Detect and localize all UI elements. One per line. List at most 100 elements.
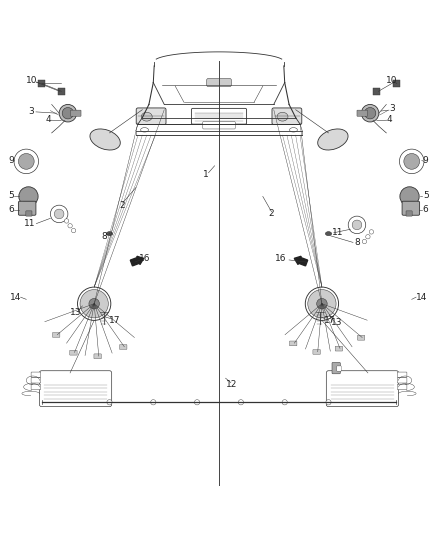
Ellipse shape — [325, 232, 332, 236]
Text: 3: 3 — [389, 104, 395, 114]
Text: 11: 11 — [332, 228, 343, 237]
Circle shape — [348, 216, 366, 233]
Circle shape — [317, 298, 327, 309]
Ellipse shape — [318, 129, 348, 150]
FancyArrow shape — [294, 256, 307, 266]
Text: 16: 16 — [139, 254, 150, 263]
Ellipse shape — [400, 187, 419, 206]
FancyBboxPatch shape — [136, 108, 166, 125]
Text: 10: 10 — [26, 76, 37, 85]
Circle shape — [64, 219, 69, 223]
Text: 2: 2 — [269, 209, 274, 219]
FancyBboxPatch shape — [94, 354, 101, 359]
Circle shape — [71, 229, 76, 233]
Text: 10: 10 — [386, 76, 398, 85]
FancyBboxPatch shape — [397, 372, 407, 377]
FancyBboxPatch shape — [191, 108, 247, 124]
Circle shape — [362, 239, 367, 244]
Text: 6: 6 — [423, 205, 429, 214]
Text: 17: 17 — [109, 316, 120, 325]
Text: 13: 13 — [331, 318, 342, 327]
Text: 13: 13 — [70, 308, 81, 317]
Ellipse shape — [90, 129, 120, 150]
Ellipse shape — [361, 104, 379, 122]
FancyBboxPatch shape — [39, 371, 112, 407]
Text: 14: 14 — [416, 293, 427, 302]
Text: 5: 5 — [423, 191, 429, 200]
Text: 5: 5 — [8, 191, 14, 200]
FancyBboxPatch shape — [357, 335, 365, 340]
FancyBboxPatch shape — [397, 378, 407, 383]
FancyBboxPatch shape — [71, 110, 81, 116]
FancyBboxPatch shape — [120, 345, 127, 350]
Circle shape — [68, 223, 72, 228]
FancyBboxPatch shape — [31, 378, 41, 383]
FancyBboxPatch shape — [326, 371, 399, 407]
Text: 8: 8 — [354, 238, 360, 247]
FancyBboxPatch shape — [53, 333, 60, 337]
FancyArrow shape — [131, 256, 144, 266]
FancyBboxPatch shape — [18, 201, 36, 215]
Circle shape — [326, 400, 331, 405]
Text: 14: 14 — [10, 293, 21, 302]
Circle shape — [50, 205, 68, 223]
Text: 6: 6 — [8, 205, 14, 214]
FancyBboxPatch shape — [272, 108, 302, 125]
Text: 4: 4 — [46, 115, 51, 124]
Circle shape — [14, 149, 39, 174]
Ellipse shape — [290, 128, 297, 132]
Circle shape — [54, 209, 64, 219]
Text: 17: 17 — [324, 316, 335, 325]
Circle shape — [194, 400, 200, 405]
Text: 2: 2 — [120, 201, 125, 209]
Circle shape — [399, 149, 424, 174]
FancyBboxPatch shape — [332, 362, 340, 374]
Circle shape — [308, 289, 336, 318]
FancyBboxPatch shape — [203, 122, 235, 129]
Circle shape — [80, 289, 108, 318]
Ellipse shape — [19, 187, 38, 206]
Text: 8: 8 — [101, 232, 107, 241]
Circle shape — [18, 154, 34, 169]
Circle shape — [366, 235, 370, 239]
Circle shape — [404, 154, 420, 169]
Circle shape — [282, 400, 287, 405]
Circle shape — [89, 298, 99, 309]
FancyBboxPatch shape — [393, 80, 400, 87]
FancyBboxPatch shape — [23, 201, 34, 209]
Text: 9: 9 — [8, 156, 14, 165]
FancyBboxPatch shape — [313, 350, 320, 354]
FancyBboxPatch shape — [404, 201, 415, 209]
Circle shape — [78, 287, 111, 320]
Circle shape — [369, 230, 374, 234]
FancyBboxPatch shape — [397, 384, 407, 390]
FancyBboxPatch shape — [207, 78, 231, 86]
Text: 12: 12 — [226, 380, 238, 389]
FancyBboxPatch shape — [337, 366, 341, 371]
Ellipse shape — [62, 108, 74, 119]
Circle shape — [305, 287, 339, 320]
FancyBboxPatch shape — [402, 201, 420, 215]
FancyBboxPatch shape — [373, 88, 380, 95]
Text: 11: 11 — [24, 219, 35, 228]
FancyBboxPatch shape — [290, 341, 297, 346]
Circle shape — [151, 400, 156, 405]
FancyBboxPatch shape — [26, 211, 32, 216]
Ellipse shape — [141, 112, 152, 121]
FancyBboxPatch shape — [335, 346, 343, 351]
FancyBboxPatch shape — [31, 372, 41, 377]
Ellipse shape — [277, 112, 288, 121]
Circle shape — [107, 400, 112, 405]
Text: 1: 1 — [203, 170, 209, 179]
Circle shape — [238, 400, 244, 405]
Ellipse shape — [106, 232, 113, 236]
FancyBboxPatch shape — [58, 88, 65, 95]
FancyBboxPatch shape — [406, 211, 412, 216]
FancyBboxPatch shape — [38, 80, 45, 87]
Text: 16: 16 — [275, 254, 286, 263]
Circle shape — [352, 220, 362, 230]
Text: 3: 3 — [28, 107, 35, 116]
Ellipse shape — [364, 108, 376, 119]
Text: 4: 4 — [387, 115, 392, 124]
Ellipse shape — [59, 104, 77, 122]
